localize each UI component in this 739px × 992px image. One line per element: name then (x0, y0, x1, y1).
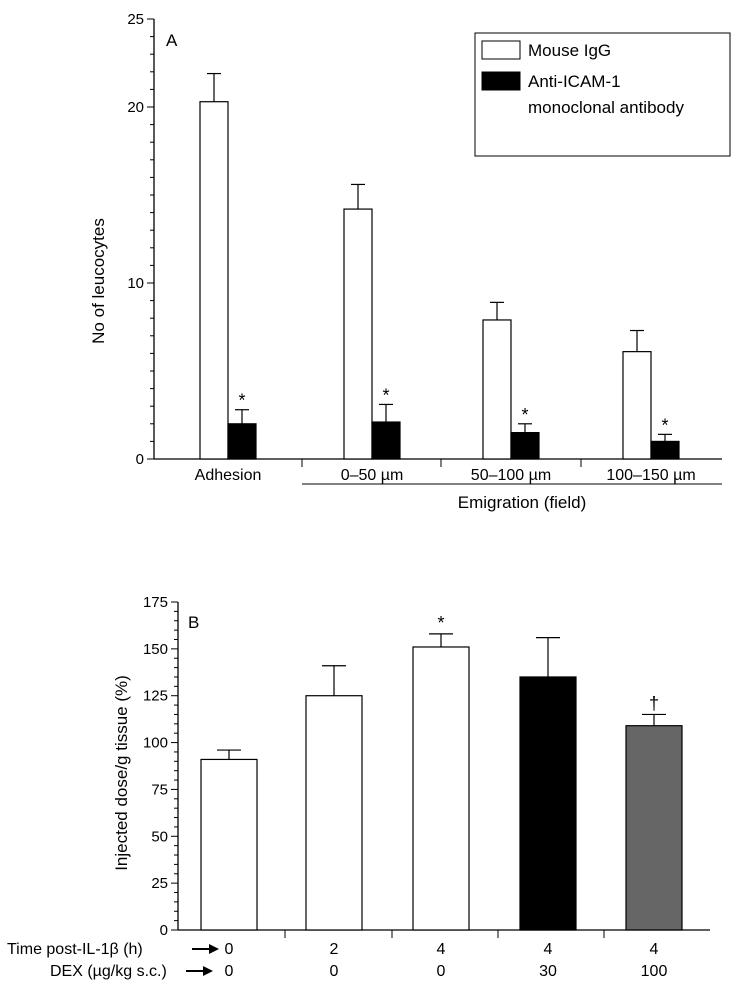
panel-b-bar (200, 758, 258, 931)
time-row-label: Time post-IL-1β (h) (7, 941, 143, 958)
bar-anti-icam (371, 421, 401, 460)
panel-a-y-tick-label: 20 (127, 99, 144, 116)
legend-label-anti-icam-line2: monoclonal antibody (528, 98, 684, 117)
bar-anti-icam (227, 423, 257, 460)
significance-marker: * (521, 405, 528, 425)
panel-b-y-tick-label: 25 (151, 875, 168, 892)
dex-row-arrowhead (203, 966, 213, 976)
panel-a-legend: Mouse IgG Anti-ICAM-1 monoclonal antibod… (474, 32, 731, 157)
dex-value-label: 0 (437, 963, 446, 980)
legend-swatch-anti-icam (481, 71, 521, 91)
dex-value-label: 0 (225, 963, 234, 980)
panel-b-bar (305, 695, 363, 931)
panel-a-y-axis-title: No of leucocytes (89, 218, 108, 344)
panel-b-bar (519, 676, 577, 931)
panel-a-category-label: 0–50 µm (341, 467, 404, 484)
dex-value-label: 30 (539, 963, 557, 980)
time-value-label: 4 (544, 941, 553, 958)
panel-b-y-tick-label: 150 (143, 641, 168, 658)
panel-b-bar (412, 646, 470, 931)
panel-a-y-tick-label: 10 (127, 275, 144, 292)
bar-mouse-igg (622, 351, 652, 460)
panel-a-category-label: 50–100 µm (471, 467, 551, 484)
panel-b-y-tick-label: 75 (151, 781, 168, 798)
panel-b-letter: B (188, 613, 199, 632)
dex-value-label: 100 (641, 963, 668, 980)
bar-anti-icam (650, 440, 680, 460)
time-row-arrowhead (209, 944, 219, 954)
legend-label-anti-icam-line1: Anti-ICAM-1 (528, 72, 621, 91)
legend-label-mouse-igg: Mouse IgG (528, 41, 611, 60)
panel-a-y-tick-label: 0 (136, 451, 144, 468)
panel-b-y-tick-label: 0 (160, 922, 168, 939)
panel-b-y-tick-label: 175 (143, 594, 168, 611)
panel-a-letter: A (166, 31, 178, 50)
panel-a-y-tick-label: 25 (127, 11, 144, 28)
significance-marker: * (382, 385, 389, 405)
bar-mouse-igg (482, 319, 512, 460)
bar-mouse-igg (343, 208, 373, 460)
panel-a-category-label: 100–150 µm (606, 467, 695, 484)
panel-b-y-tick-label: 100 (143, 735, 168, 752)
significance-marker: * (238, 391, 245, 411)
dex-value-label: 0 (330, 963, 339, 980)
panel-b-y-tick-label: 125 (143, 688, 168, 705)
significance-marker: * (661, 415, 668, 435)
bar-mouse-igg (199, 101, 229, 460)
time-value-label: 0 (225, 941, 234, 958)
time-value-label: 2 (330, 941, 339, 958)
panel-b-y-axis-title: Injected dose/g tissue (%) (112, 675, 131, 871)
legend-label-anti-icam: Anti-ICAM-1 monoclonal antibody (528, 72, 684, 117)
significance-marker: * (437, 613, 444, 633)
panel-b-bar (625, 725, 683, 931)
panel-b-y-tick-label: 50 (151, 828, 168, 845)
panel-a-emigration-label: Emigration (field) (458, 493, 587, 512)
time-value-label: 4 (650, 941, 659, 958)
dex-row-label: DEX (µg/kg s.c.) (50, 963, 167, 980)
panel-a-category-label: Adhesion (195, 467, 262, 484)
legend-swatch-mouse-igg (481, 40, 521, 60)
time-value-label: 4 (437, 941, 446, 958)
row-arrows (186, 944, 219, 976)
significance-marker: † (649, 693, 659, 713)
bar-anti-icam (510, 432, 540, 460)
